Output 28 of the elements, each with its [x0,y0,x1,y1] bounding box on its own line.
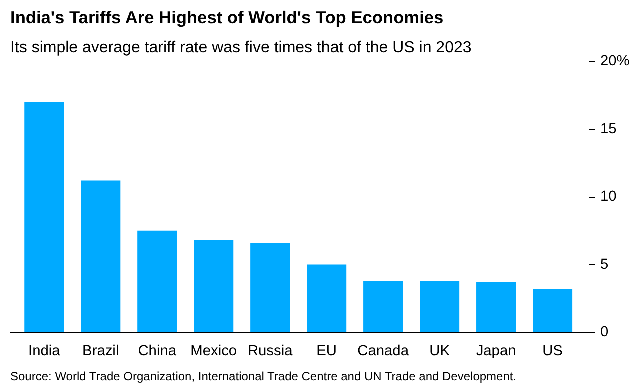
x-tick-label: EU [316,344,338,360]
bar [138,230,178,332]
bar [24,102,64,332]
x-tick-label: Japan [476,344,516,360]
x-tick-label: Mexico [190,344,238,360]
bar [364,281,404,332]
x-tick-label: Brazil [82,344,120,360]
source-note: Source: World Trade Organization, International Trade Centre and UN Trade and Development. [10,370,517,384]
y-tick-label: 10 [600,189,617,205]
bar [476,282,516,332]
x-tick-label: India [28,344,62,360]
bar [194,240,234,332]
bar [307,264,347,332]
bar [81,180,121,332]
bar [420,281,460,332]
x-tick-label: Russia [248,344,294,360]
x-tick-label: US [542,344,564,360]
y-tick-label: 20% [600,54,630,70]
y-tick-label: 0 [600,324,609,340]
bar [533,289,573,332]
y-tick-label: 5 [600,256,609,273]
chart-title: India's Tariffs Are Highest of World's Top Economies [10,8,444,28]
x-tick-label: Canada [358,344,410,360]
x-tick-label: UK [430,344,450,360]
y-tick-label: 15 [600,121,617,138]
bar [250,243,290,332]
chart-subtitle: Its simple average tariff rate was five times that of the US in 2023 [10,40,472,56]
x-tick-label: China [138,344,178,360]
